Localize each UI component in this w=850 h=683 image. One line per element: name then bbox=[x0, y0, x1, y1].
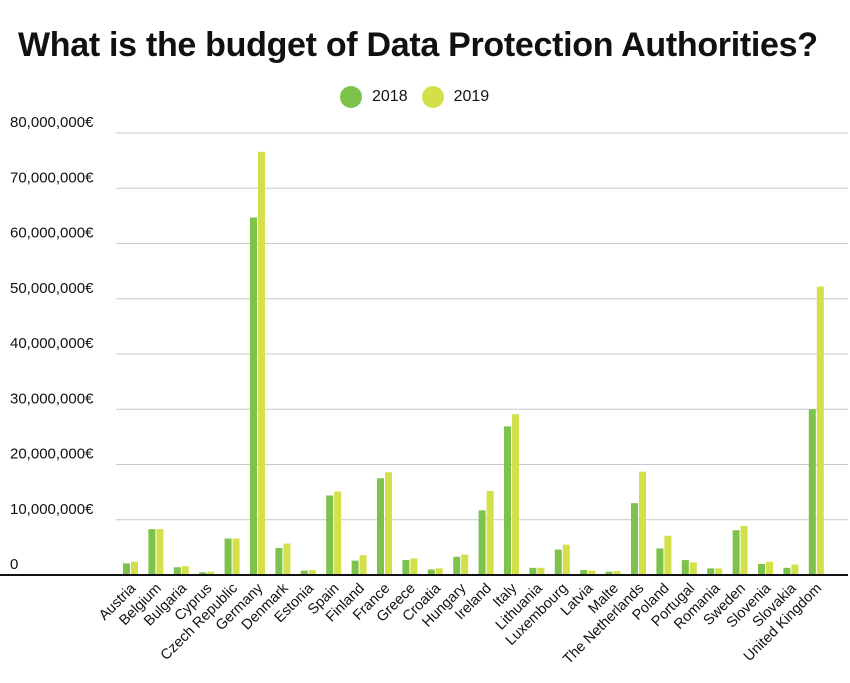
bar-2018 bbox=[224, 538, 232, 575]
bar-2018 bbox=[427, 569, 435, 575]
bar-2019 bbox=[359, 555, 367, 575]
bar-2019 bbox=[664, 535, 672, 575]
legend-item-2018: 2018 bbox=[340, 86, 408, 108]
bar-2018 bbox=[300, 570, 308, 575]
y-tick-label: 60,000,000€ bbox=[10, 225, 94, 242]
bar-2018 bbox=[453, 556, 461, 575]
bar-2018 bbox=[707, 568, 715, 575]
bar-2019 bbox=[461, 554, 469, 575]
y-tick-label: 0 bbox=[10, 556, 18, 573]
bar-2019 bbox=[435, 568, 443, 575]
bar-2018 bbox=[605, 571, 613, 575]
bar-2018 bbox=[351, 560, 359, 575]
bar-2019 bbox=[308, 570, 316, 575]
bar-2018 bbox=[529, 567, 537, 575]
bar-2019 bbox=[283, 543, 291, 575]
bar-2019 bbox=[715, 568, 723, 575]
bar-2018 bbox=[123, 563, 130, 575]
bar-2019 bbox=[232, 538, 240, 575]
bar-2019 bbox=[613, 571, 621, 575]
bar-2018 bbox=[554, 549, 562, 575]
bar-2018 bbox=[808, 409, 816, 575]
bar-2019 bbox=[766, 561, 773, 575]
bar-2019 bbox=[740, 525, 748, 575]
bar-2019 bbox=[588, 570, 596, 575]
bar-2019 bbox=[486, 491, 494, 575]
y-tick-label: 70,000,000€ bbox=[10, 169, 94, 186]
bar-2018 bbox=[377, 478, 384, 575]
y-tick-label: 10,000,000€ bbox=[10, 501, 94, 518]
y-tick-label: 20,000,000€ bbox=[10, 446, 94, 463]
legend-item-2019: 2019 bbox=[421, 86, 490, 108]
bar-2019 bbox=[334, 491, 342, 575]
bar-2019 bbox=[537, 567, 545, 575]
bar-2019 bbox=[512, 414, 519, 575]
bar-2019 bbox=[816, 286, 824, 575]
bar-2019 bbox=[131, 561, 138, 575]
legend-swatch-2018 bbox=[340, 86, 362, 108]
legend-label-2018: 2018 bbox=[372, 88, 408, 105]
bar-2019 bbox=[181, 566, 189, 575]
bar-2018 bbox=[250, 217, 257, 575]
bar-2018 bbox=[681, 560, 689, 575]
y-tick-label: 40,000,000€ bbox=[10, 335, 94, 352]
bar-2019 bbox=[410, 558, 418, 575]
legend-label-2019: 2019 bbox=[453, 88, 490, 105]
chart-title: What is the budget of Data Protection Au… bbox=[18, 26, 818, 64]
bar-2018 bbox=[758, 563, 765, 575]
bar-2019 bbox=[385, 472, 392, 575]
bar-2018 bbox=[199, 572, 207, 575]
y-tick-label: 50,000,000€ bbox=[10, 280, 94, 297]
bar-2018 bbox=[631, 503, 638, 575]
bar-2019 bbox=[639, 471, 646, 575]
bar-2018 bbox=[148, 529, 156, 575]
legend-swatch-2019 bbox=[421, 86, 444, 108]
bar-2019 bbox=[791, 564, 799, 575]
bar-2018 bbox=[275, 547, 283, 575]
bar-2018 bbox=[326, 495, 334, 575]
bar-2019 bbox=[689, 562, 697, 575]
bar-2018 bbox=[580, 570, 588, 575]
bar-2018 bbox=[478, 510, 486, 575]
bar-2018 bbox=[504, 426, 511, 575]
y-tick-label: 80,000,000€ bbox=[10, 114, 94, 131]
bar-2019 bbox=[207, 571, 215, 575]
bar-2019 bbox=[562, 544, 570, 575]
bar-2018 bbox=[732, 530, 740, 575]
bar-2019 bbox=[156, 529, 164, 575]
bar-2018 bbox=[173, 567, 181, 575]
bar-2019 bbox=[258, 151, 265, 575]
bar-2018 bbox=[656, 548, 664, 575]
bar-2018 bbox=[402, 560, 410, 575]
y-tick-label: 30,000,000€ bbox=[10, 390, 94, 407]
legend: 2018 2019 bbox=[340, 86, 489, 108]
bar-2018 bbox=[783, 567, 791, 575]
